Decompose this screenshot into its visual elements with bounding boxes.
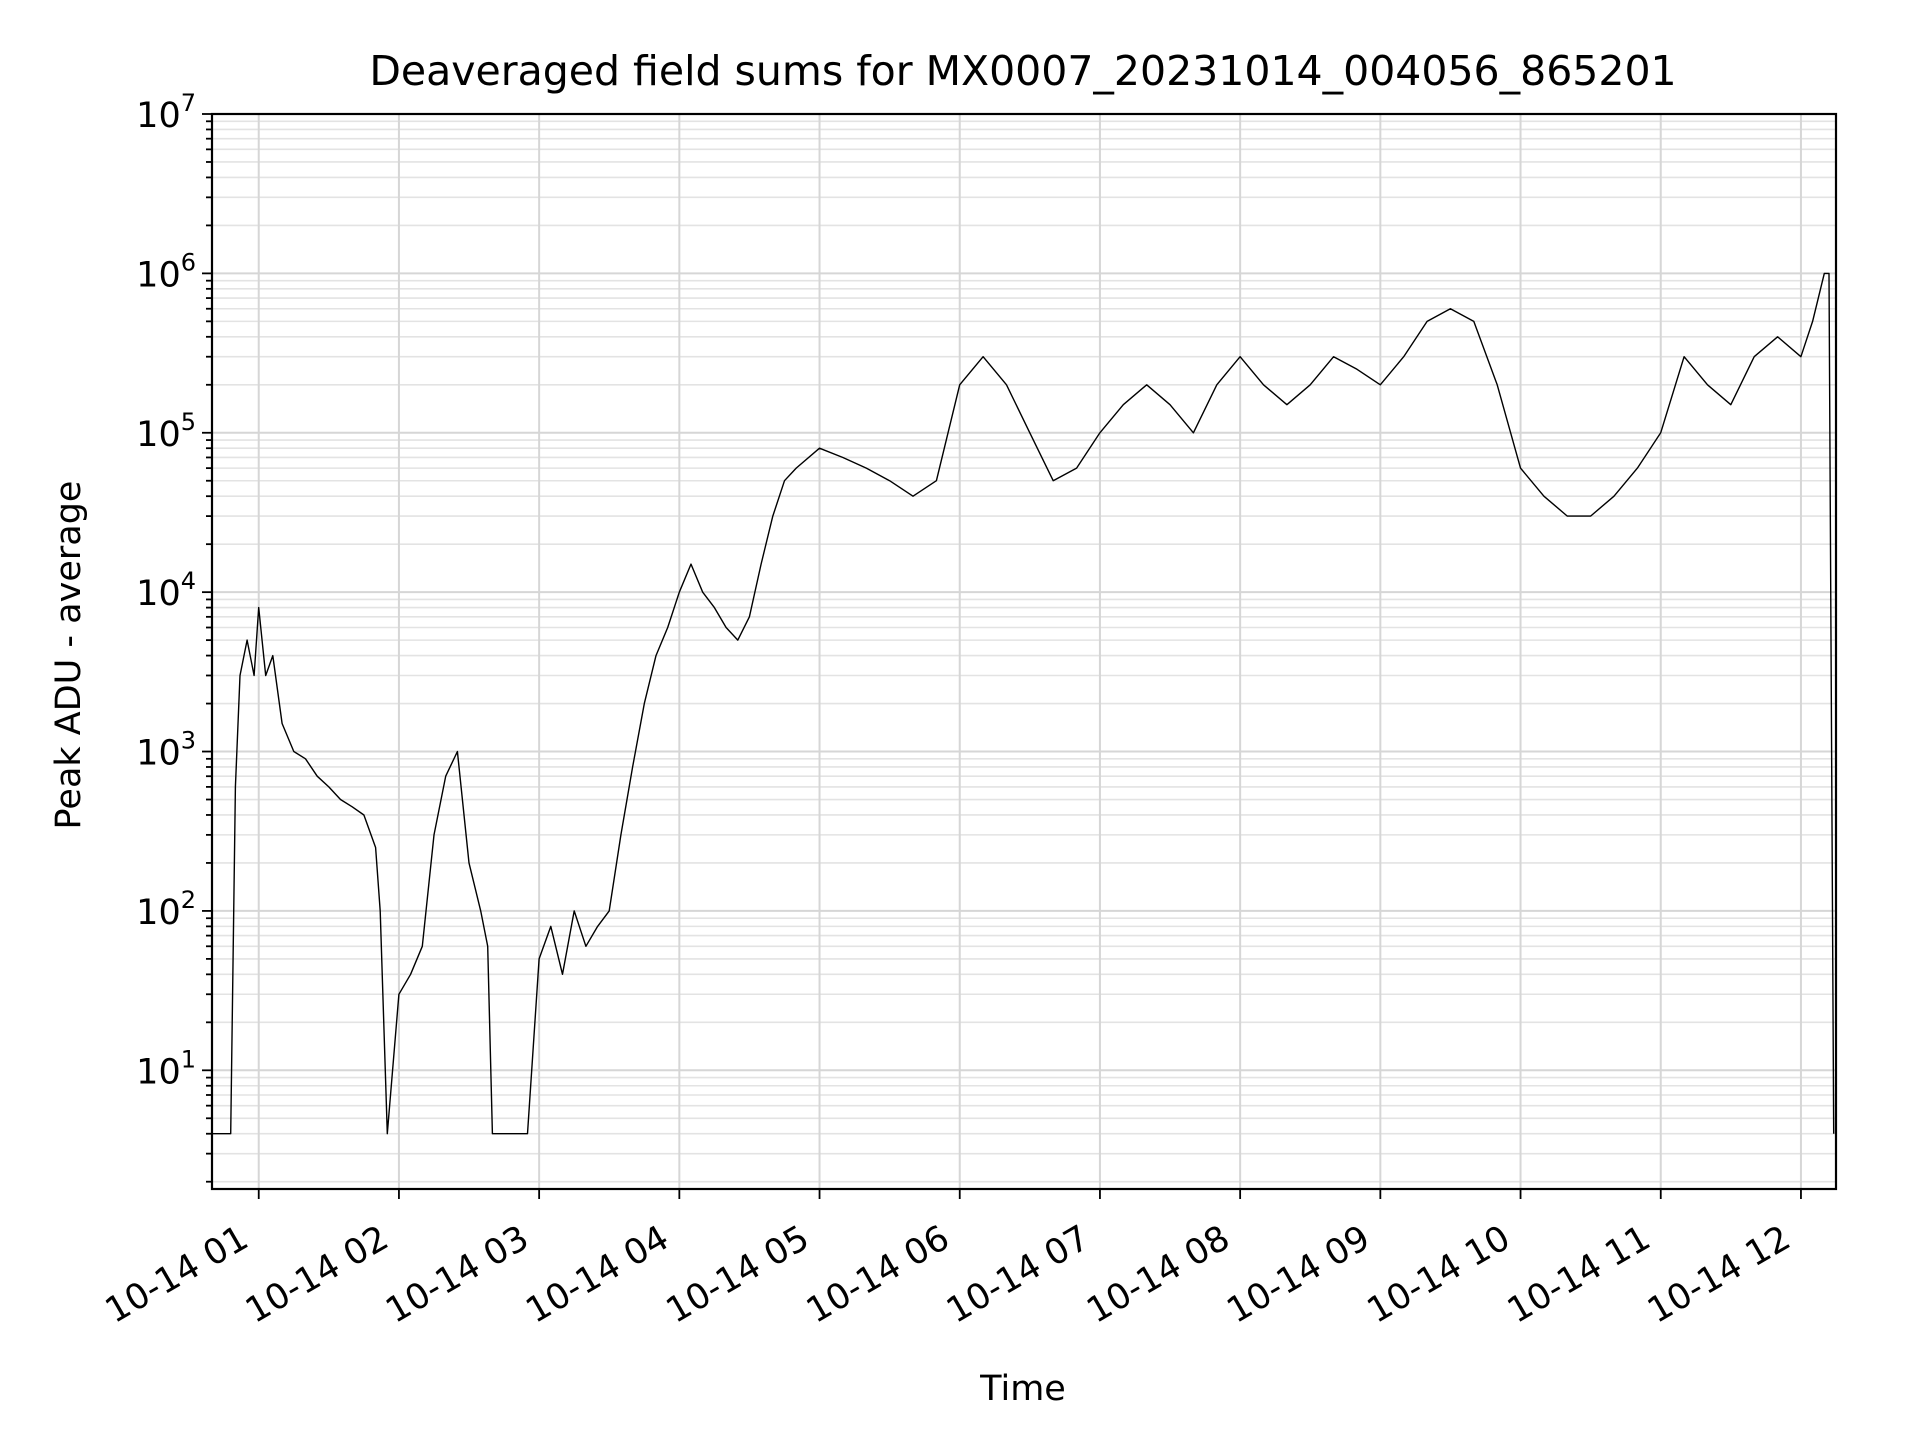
y-tick-label: 103	[136, 727, 196, 774]
y-tick-label: 104	[136, 567, 196, 614]
y-tick-label-base: 10	[136, 1052, 181, 1092]
x-tick-label: 10-14 07	[940, 1218, 1096, 1331]
plot-frame	[210, 112, 1838, 1191]
y-tick-label-exponent: 1	[181, 1045, 196, 1073]
x-tick-label: 10-14 11	[1501, 1218, 1657, 1331]
x-tick-label: 10-14 01	[99, 1218, 255, 1331]
x-axis-label: Time	[979, 1369, 1066, 1409]
series-line	[212, 272, 1835, 1135]
y-tick-label-base: 10	[136, 415, 181, 455]
x-tick-label: 10-14 05	[660, 1218, 816, 1331]
x-tick-label: 10-14 06	[800, 1218, 956, 1331]
y-tick-label-base: 10	[136, 574, 181, 614]
y-tick-label: 105	[136, 408, 196, 455]
y-tick-label-exponent: 4	[181, 567, 196, 595]
y-tick-label-exponent: 2	[181, 886, 196, 914]
y-tick-label: 106	[136, 248, 196, 295]
y-axis-label: Peak ADU - average	[49, 481, 89, 830]
x-tick-label: 10-14 08	[1080, 1218, 1236, 1331]
y-tick-label-base: 10	[136, 255, 181, 295]
x-tick-label: 10-14 03	[379, 1218, 535, 1331]
y-tick-label-exponent: 3	[181, 727, 196, 755]
y-tick-label: 107	[136, 89, 196, 136]
y-tick-label-exponent: 6	[181, 248, 196, 276]
y-tick-label-base: 10	[136, 96, 181, 136]
grid	[212, 113, 1836, 1189]
x-tick-label: 10-14 09	[1221, 1218, 1377, 1331]
x-tick-label: 10-14 12	[1641, 1218, 1797, 1331]
chart-title: Deaveraged field sums for MX0007_2023101…	[369, 47, 1676, 95]
y-tick-label-base: 10	[136, 893, 181, 933]
x-tick-label: 10-14 02	[239, 1218, 395, 1331]
y-tick-label-base: 10	[136, 734, 181, 774]
y-tick-label-exponent: 5	[181, 408, 196, 436]
y-tick-label-exponent: 7	[181, 89, 196, 117]
x-tick-label: 10-14 10	[1361, 1218, 1517, 1331]
y-tick-label: 102	[136, 886, 196, 933]
x-tick-label: 10-14 04	[520, 1218, 676, 1331]
y-tick-label: 101	[136, 1045, 196, 1092]
